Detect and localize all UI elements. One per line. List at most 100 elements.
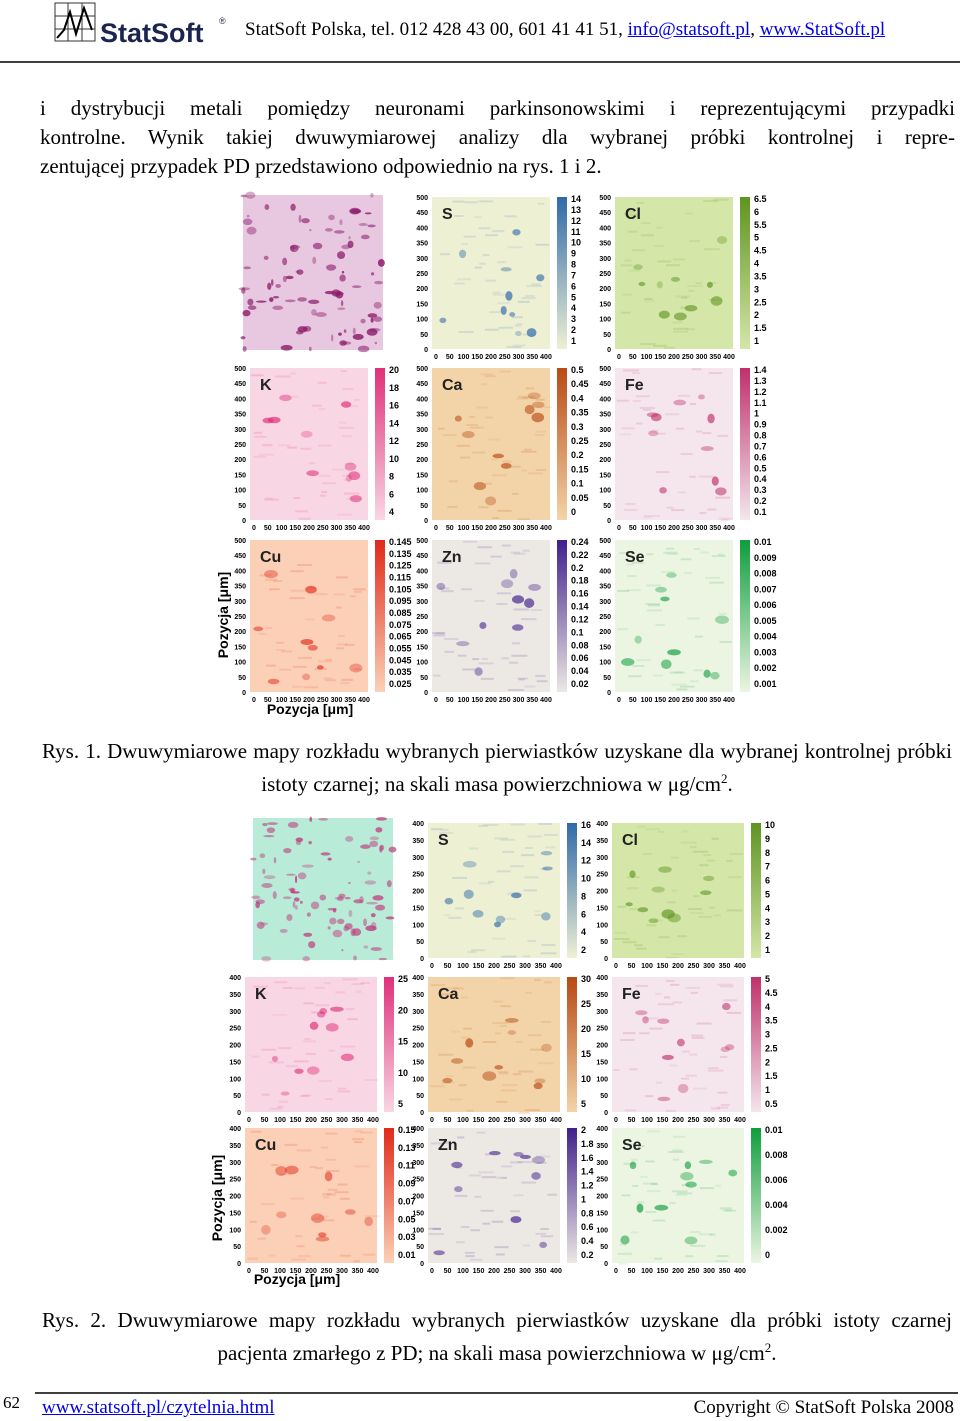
map-noise [345, 1008, 355, 1011]
y-tick-label: 50 [600, 1093, 608, 1100]
micrograph-speck [273, 857, 277, 864]
map-noise [261, 444, 273, 447]
map-noise [630, 1231, 639, 1234]
map-noise [540, 1020, 552, 1023]
scale-label: 0.045 [389, 655, 412, 665]
website-link[interactable]: www.StatSoft.pl [759, 19, 886, 40]
micrograph-speck [280, 344, 293, 351]
y-tick-label: 400 [596, 821, 608, 828]
map-noise [510, 465, 521, 468]
map-noise [663, 551, 678, 554]
micrograph-speck [310, 901, 320, 910]
map-noise [432, 632, 445, 635]
micrograph-speck [370, 272, 375, 276]
map-noise [673, 327, 689, 330]
map-noise [675, 295, 691, 298]
y-tick-label: 300 [596, 855, 608, 862]
y-tick-label: 200 [599, 629, 611, 636]
x-tick-label: 400 [540, 354, 552, 361]
x-tick-label: 300 [519, 1117, 531, 1124]
footer-link[interactable]: www.statsoft.pl/czytelnia.html [42, 1397, 275, 1418]
y-tick-label: 450 [416, 381, 428, 388]
scale-label: 4 [765, 1002, 770, 1012]
micrograph-speck [360, 844, 371, 849]
map-noise [623, 508, 638, 511]
micrograph-speck [282, 257, 288, 266]
y-tick-label: 350 [596, 1143, 608, 1150]
y-tick-label: 250 [416, 614, 428, 621]
map-noise [439, 253, 451, 256]
map-blob [279, 394, 292, 402]
y-tick-label: 400 [416, 225, 428, 232]
map-noise [688, 908, 702, 911]
scale-label: 6 [571, 281, 576, 291]
map-blob [436, 582, 446, 590]
element-label: Cl [625, 206, 641, 223]
logo-mark: ® [219, 16, 226, 26]
map-noise [722, 1209, 733, 1212]
y-tick-label: 350 [416, 412, 428, 419]
map-noise [484, 1153, 492, 1156]
map-noise [463, 1027, 472, 1030]
map-noise [495, 1253, 505, 1256]
element-label: Cu [260, 549, 281, 566]
micrograph-speck [348, 881, 351, 885]
map-noise [284, 1143, 298, 1146]
map-noise [691, 1036, 705, 1039]
email-link[interactable]: info@statsoft.pl [627, 19, 751, 40]
scale-label: 5 [765, 889, 770, 899]
map-blob [465, 1038, 474, 1048]
x-tick-label: 250 [321, 1268, 333, 1275]
scale-label: 0.4 [754, 474, 767, 484]
scale-label: 5 [765, 974, 770, 984]
scale-label: 0.09 [398, 1179, 416, 1189]
micrograph-speck [263, 255, 269, 260]
map-noise [618, 1262, 628, 1265]
y-tick-label: 200 [596, 1043, 608, 1050]
map-noise [303, 686, 319, 689]
micrograph-speck [259, 853, 266, 859]
micrograph-speck [348, 235, 351, 240]
map-noise [536, 398, 545, 401]
scale-label: 0.007 [754, 584, 777, 594]
map-noise [432, 674, 441, 677]
map-noise [673, 330, 688, 333]
x-tick-label: 100 [641, 1117, 653, 1124]
map-blob [676, 1038, 685, 1047]
map-noise [478, 662, 494, 665]
map-noise [496, 592, 512, 595]
map-noise [500, 977, 515, 980]
map-noise [636, 947, 647, 950]
map-noise [649, 1027, 663, 1030]
map-noise [543, 833, 558, 836]
micrograph-speck [363, 918, 367, 927]
y-tick-label: 150 [416, 472, 428, 479]
scale-label: 0.45 [571, 379, 589, 389]
scale-label: 14 [581, 838, 591, 848]
map-noise [441, 1141, 451, 1144]
map-noise [323, 677, 333, 680]
map-noise [692, 850, 709, 853]
scale-label: 0.004 [754, 632, 777, 642]
map-noise [497, 261, 507, 264]
micrograph-speck [358, 223, 368, 226]
map-noise [535, 243, 549, 246]
x-tick-label: 200 [672, 1268, 684, 1275]
map-blob [456, 641, 470, 647]
x-tick-label: 150 [657, 1117, 669, 1124]
scale-label: 0.009 [754, 553, 777, 563]
map-noise [635, 385, 643, 388]
y-tick-label: 0 [607, 518, 611, 525]
map-blob [670, 276, 681, 282]
x-tick-label: 0 [434, 697, 438, 704]
map-noise [645, 1160, 655, 1163]
y-tick-label: 450 [599, 210, 611, 217]
x-tick-label: 300 [331, 697, 343, 704]
map-blob [651, 886, 665, 893]
scale-label: 10 [571, 238, 581, 248]
scale-label: 1 [571, 336, 576, 346]
map-noise [354, 1141, 363, 1144]
x-tick-label: 100 [641, 963, 653, 970]
caption-label: Rys. 1. [42, 739, 101, 763]
map-blob [698, 1159, 713, 1164]
